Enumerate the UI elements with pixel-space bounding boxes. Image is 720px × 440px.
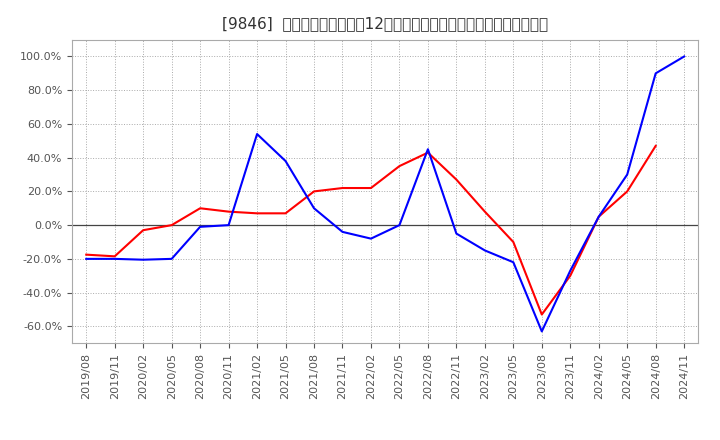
フリーCF: [509, 260, 518, 265]
フリーCF: [225, 223, 233, 228]
フリーCF: [196, 224, 204, 230]
営業CF: [338, 185, 347, 191]
フリーCF: [139, 257, 148, 262]
営業CF: [395, 163, 404, 169]
営業CF: [366, 185, 375, 191]
フリーCF: [452, 231, 461, 236]
営業CF: [282, 211, 290, 216]
フリーCF: [480, 248, 489, 253]
営業CF: [253, 211, 261, 216]
フリーCF: [623, 172, 631, 177]
営業CF: [509, 239, 518, 245]
Line: フリーCF: フリーCF: [86, 56, 684, 331]
営業CF: [167, 223, 176, 228]
フリーCF: [338, 229, 347, 235]
営業CF: [452, 177, 461, 182]
フリーCF: [537, 329, 546, 334]
フリーCF: [253, 132, 261, 137]
フリーCF: [680, 54, 688, 59]
営業CF: [537, 312, 546, 317]
営業CF: [480, 209, 489, 214]
営業CF: [82, 252, 91, 257]
営業CF: [196, 205, 204, 211]
フリーCF: [310, 205, 318, 211]
フリーCF: [395, 223, 404, 228]
フリーCF: [82, 256, 91, 261]
営業CF: [225, 209, 233, 214]
営業CF: [310, 189, 318, 194]
営業CF: [110, 254, 119, 259]
Line: 営業CF: 営業CF: [86, 146, 656, 315]
営業CF: [566, 273, 575, 279]
フリーCF: [595, 214, 603, 219]
営業CF: [652, 143, 660, 148]
フリーCF: [652, 71, 660, 76]
営業CF: [595, 214, 603, 219]
フリーCF: [167, 256, 176, 261]
営業CF: [139, 227, 148, 233]
営業CF: [623, 189, 631, 194]
フリーCF: [282, 158, 290, 164]
Title: [9846]  キャッシュフローの12か月移動合計の対前年同期増減率の推移: [9846] キャッシュフローの12か月移動合計の対前年同期増減率の推移: [222, 16, 548, 32]
フリーCF: [366, 236, 375, 241]
営業CF: [423, 150, 432, 155]
フリーCF: [423, 147, 432, 152]
フリーCF: [110, 256, 119, 261]
フリーCF: [566, 268, 575, 273]
